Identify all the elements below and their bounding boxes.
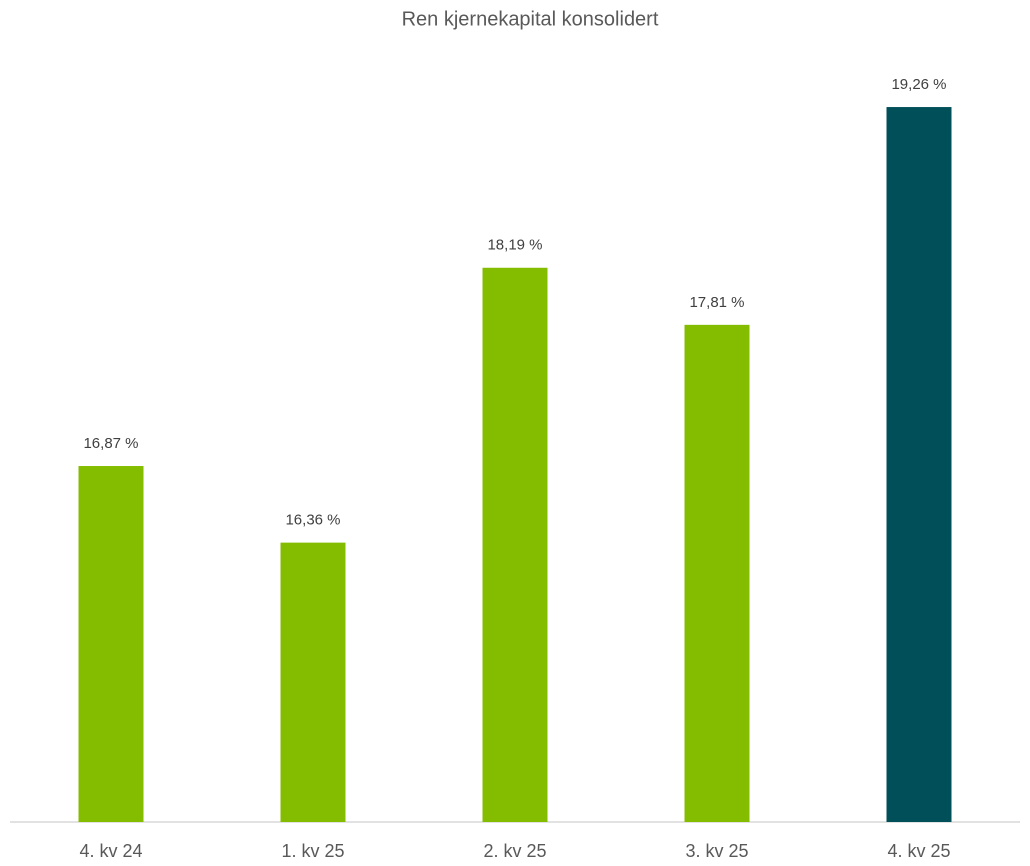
x-tick-label: 3. kv 25 xyxy=(685,841,748,861)
value-label: 17,81 % xyxy=(689,294,744,311)
value-label: 19,26 % xyxy=(891,76,946,93)
x-tick-label: 4. kv 24 xyxy=(79,841,142,861)
bar xyxy=(78,466,144,822)
bar xyxy=(684,324,750,822)
x-tick-label: 1. kv 25 xyxy=(281,841,344,861)
bar xyxy=(482,267,548,823)
value-label: 18,19 % xyxy=(487,237,542,254)
chart-title: Ren kjernekapital konsolidert xyxy=(402,8,659,30)
x-tick-label: 4. kv 25 xyxy=(887,841,950,861)
value-label: 16,36 % xyxy=(285,512,340,529)
bar xyxy=(280,542,346,822)
value-label: 16,87 % xyxy=(83,435,138,452)
bar xyxy=(886,107,952,823)
x-tick-label: 2. kv 25 xyxy=(483,841,546,861)
